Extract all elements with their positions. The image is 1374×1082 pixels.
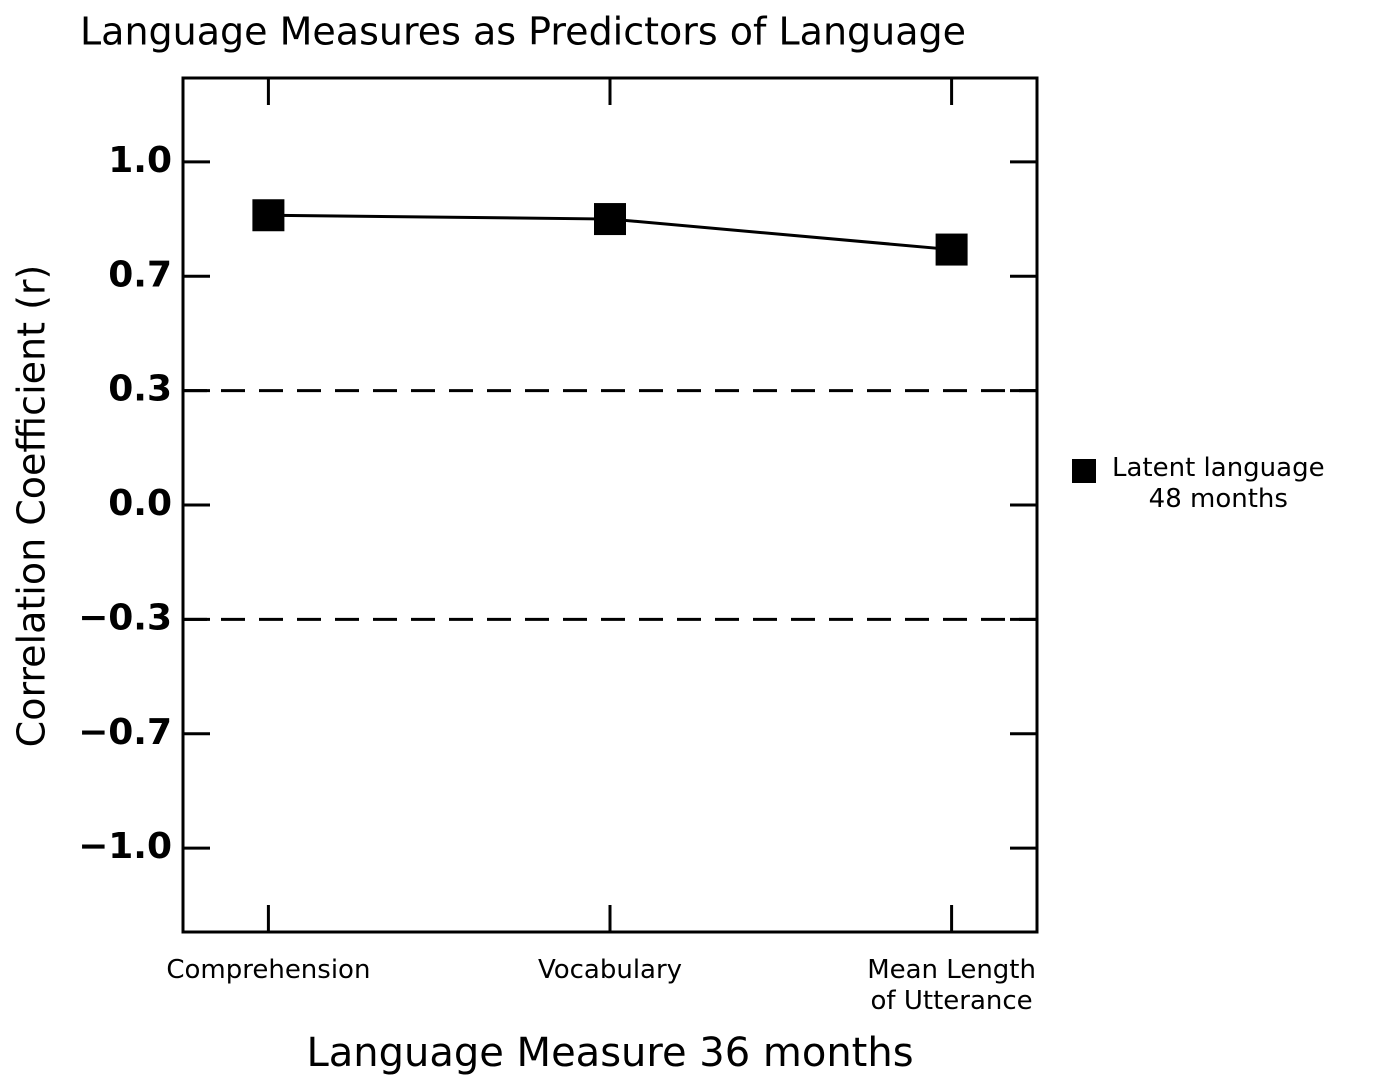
x-tick-label: Comprehension [166,955,371,985]
marker [594,203,626,236]
y-tick-label: 0.0 [108,483,172,524]
marker [252,199,285,232]
legend-label: Latent language 48 months [1112,453,1325,515]
y-tick-label: 0.3 [108,369,172,410]
y-tick-label: −0.7 [78,712,172,753]
x-tick-label: Vocabulary [537,955,683,985]
y-tick-label: −1.0 [78,826,172,867]
y-tick-label: −0.3 [78,597,172,638]
x-axis-label: Language Measure 36 months [306,1030,913,1076]
y-axis-label: Correlation Coefficient (r) [10,265,54,748]
y-tick-label: 0.7 [108,254,172,295]
chart-title: Language Measures as Predictors of Langu… [80,10,966,54]
y-tick-label: 1.0 [108,140,172,181]
x-tick-label: Mean Length of Utterance [867,955,1036,1017]
marker [935,233,968,266]
legend-marker [1072,459,1096,483]
